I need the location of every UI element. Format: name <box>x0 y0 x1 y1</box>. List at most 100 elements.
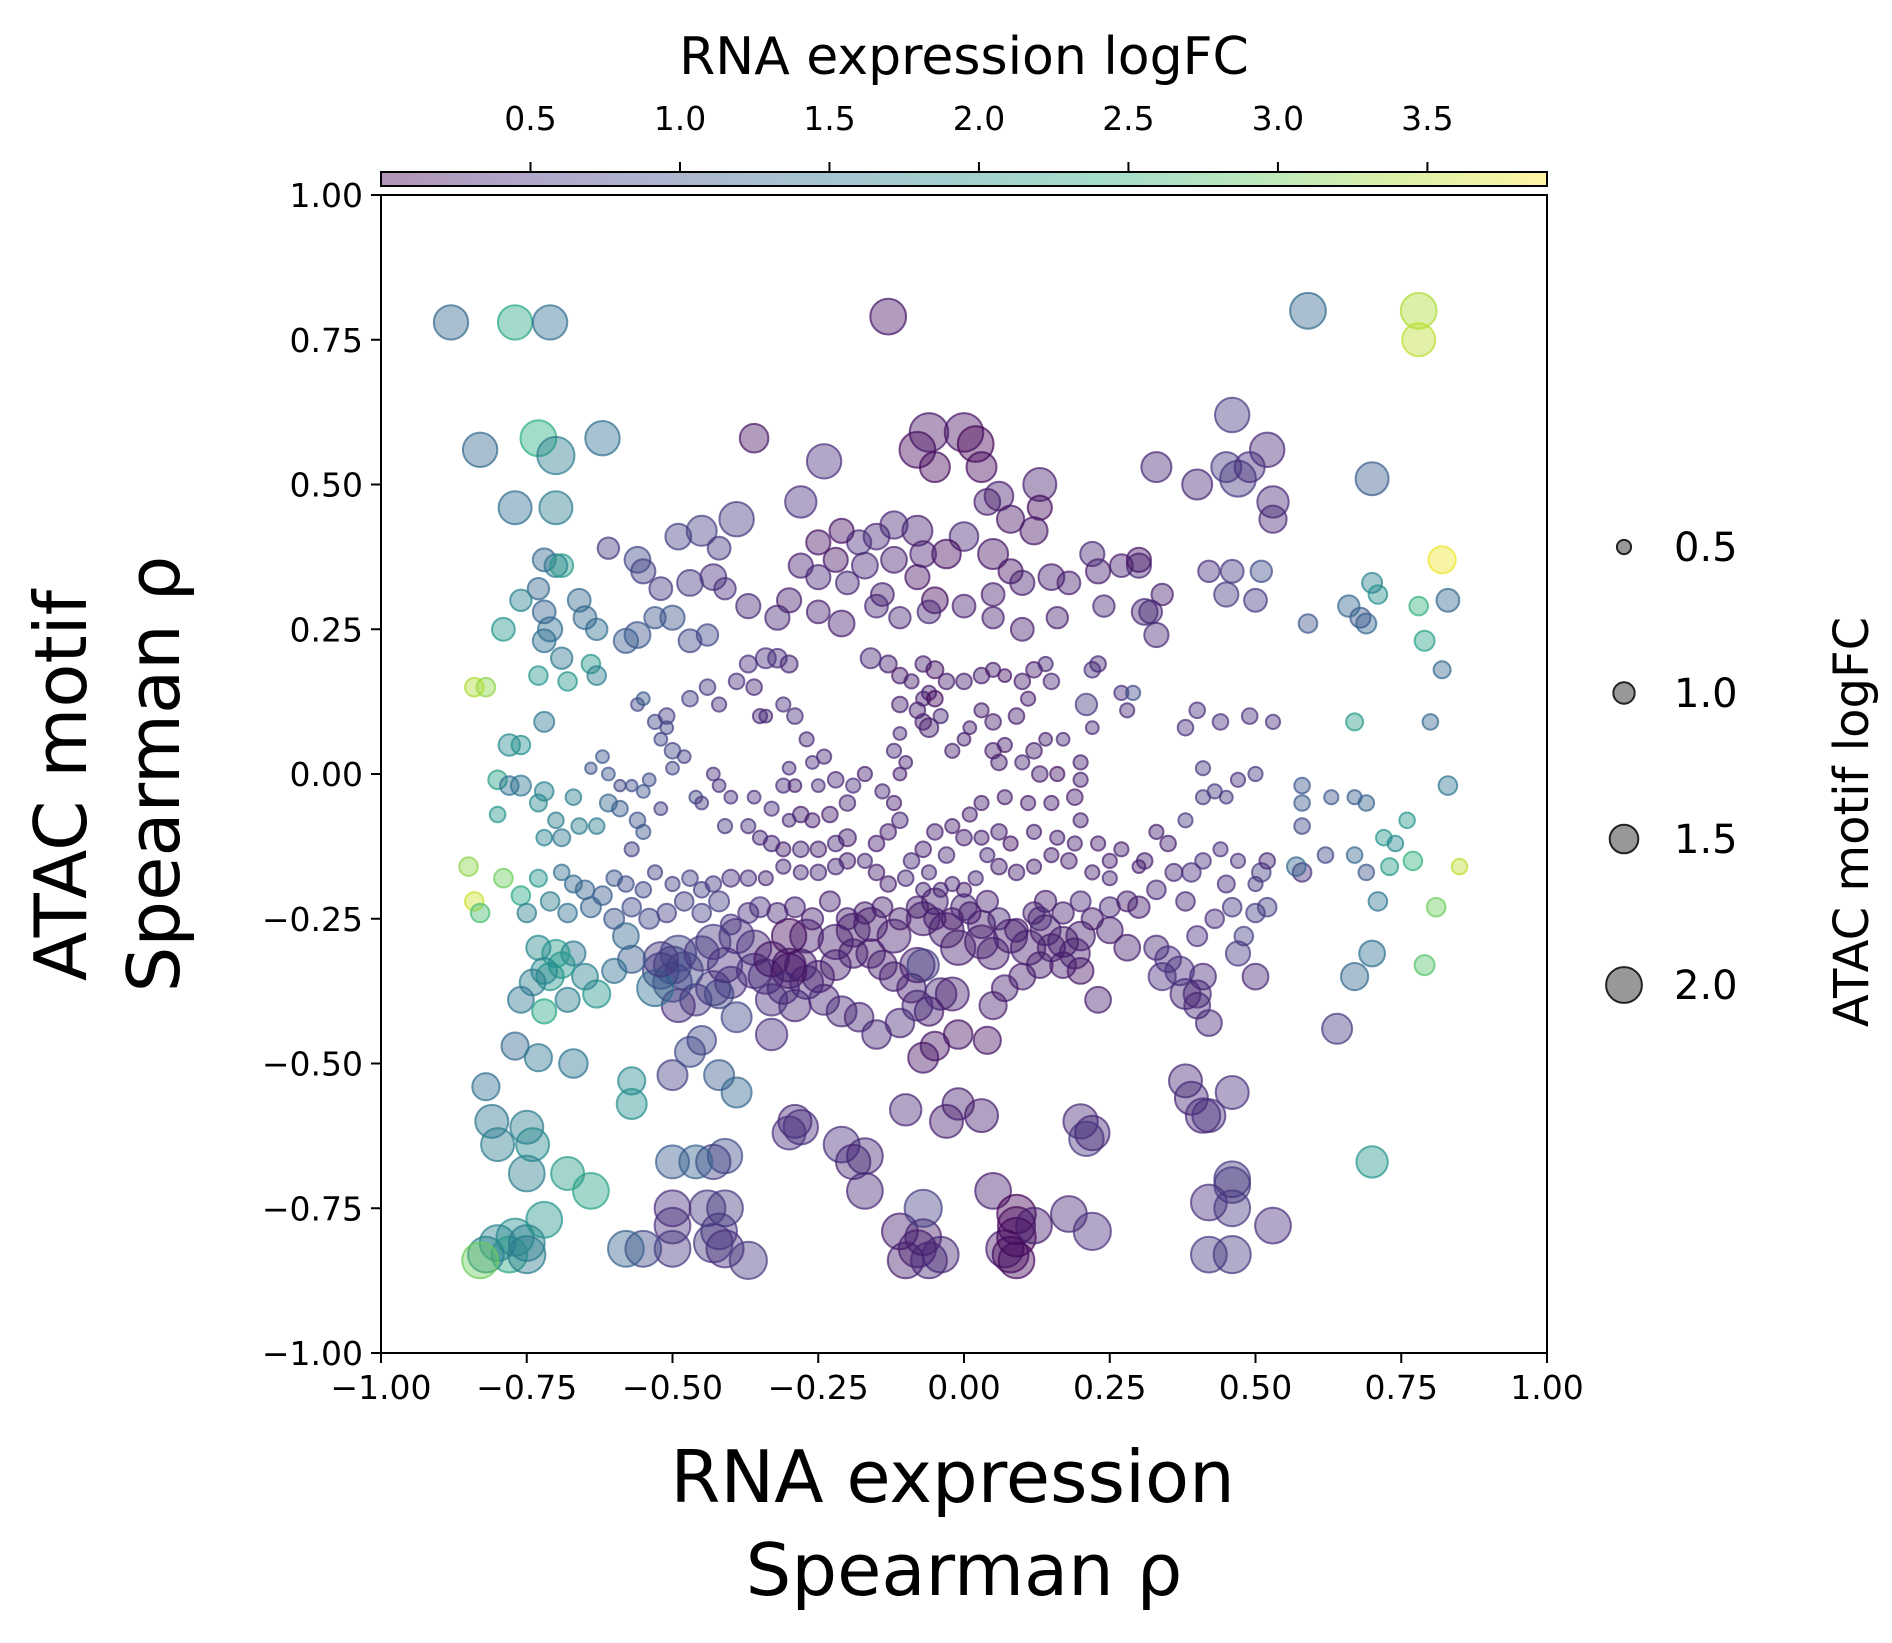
scatter-point <box>681 689 699 708</box>
scatter-point <box>617 1066 647 1096</box>
scatter-point <box>867 949 898 981</box>
scatter-point <box>851 551 879 580</box>
scatter-point <box>958 901 982 925</box>
scatter-point <box>636 969 674 1008</box>
scatter-point <box>1345 712 1365 732</box>
scatter-point <box>1286 856 1307 877</box>
scatter-point <box>550 646 574 670</box>
scatter-point <box>681 869 699 888</box>
scatter-point <box>932 708 949 725</box>
size-legend-label: 1.5 <box>1674 817 1738 863</box>
scatter-point <box>1147 962 1177 992</box>
scatter-point <box>735 593 762 620</box>
scatter-point <box>835 570 860 596</box>
scatter-point <box>1119 702 1136 719</box>
scatter-point <box>926 823 944 841</box>
scatter-point <box>1043 794 1060 812</box>
scatter-point <box>572 1172 610 1210</box>
scatter-point <box>706 1189 744 1228</box>
scatter-point <box>1101 870 1118 887</box>
scatter-point <box>918 451 951 484</box>
scatter-point <box>1233 451 1266 484</box>
scatter-point <box>1113 933 1142 962</box>
scatter-point <box>653 731 669 747</box>
scatter-point <box>543 553 569 578</box>
scatter-point <box>1065 920 1096 952</box>
scatter-point <box>1116 890 1139 913</box>
scatter-point <box>515 1127 551 1163</box>
scatter-point <box>1113 684 1130 702</box>
scatter-point <box>605 869 624 888</box>
scatter-point <box>487 769 508 791</box>
scatter-point <box>967 870 984 887</box>
scatter-point <box>1049 829 1066 846</box>
scatter-point <box>885 742 903 759</box>
scatter-point <box>822 546 849 573</box>
scatter-point <box>1138 599 1163 625</box>
scatter-point <box>1408 595 1429 617</box>
scatter-point <box>1177 812 1194 829</box>
scatter-point <box>1386 834 1405 853</box>
size-legend-title: ATAC motif logFC <box>1824 617 1880 1027</box>
scatter-point <box>1143 934 1170 961</box>
scatter-point <box>587 817 606 835</box>
scatter-point <box>1413 954 1436 977</box>
scatter-point <box>635 691 651 707</box>
scatter-point <box>1264 713 1282 731</box>
scatter-point <box>510 734 532 756</box>
x-axis-title: RNA expression Spearman ρ <box>670 1435 1257 1612</box>
scatter-point <box>1176 718 1195 737</box>
colorbar-tick-label: 1.5 <box>803 99 855 138</box>
scatter-point <box>903 673 920 690</box>
scatter-point <box>1182 979 1212 1009</box>
scatter-point <box>914 840 933 859</box>
scatter-point <box>879 875 898 893</box>
scatter-point <box>471 1072 501 1102</box>
scatter-point <box>1025 742 1043 760</box>
scatter-point <box>905 901 941 937</box>
scatter-point <box>634 881 653 899</box>
colorbar-tick-label: 0.5 <box>504 99 556 138</box>
scatter-point <box>899 946 936 984</box>
scatter-point <box>1066 788 1084 807</box>
scatter-point <box>891 695 909 714</box>
scatter-point <box>1188 701 1206 720</box>
scatter-point <box>767 647 788 669</box>
scatter-point <box>531 599 557 625</box>
scatter-point <box>1240 707 1259 725</box>
scatter-point <box>1045 606 1070 630</box>
scatter-point <box>1297 613 1319 634</box>
scatter-point <box>931 538 962 570</box>
scatter-point <box>480 1127 516 1163</box>
scatter-point <box>1413 629 1436 652</box>
scatter-point <box>906 948 940 982</box>
scatter-point <box>705 1229 745 1269</box>
scatter-point <box>1125 552 1153 579</box>
scatter-point <box>1020 794 1037 812</box>
scatter-point <box>919 1030 951 1062</box>
scatter-point <box>985 661 1002 678</box>
y-tick-label: −1.00 <box>262 1334 363 1373</box>
scatter-point <box>810 778 826 793</box>
scatter-point <box>566 587 592 613</box>
scatter-point <box>956 731 972 747</box>
colorbar-frame <box>380 171 1548 187</box>
scatter-point <box>1361 571 1384 594</box>
scatter-point <box>1354 461 1390 497</box>
scatter-point <box>698 678 717 697</box>
scatter-point <box>1068 1120 1105 1158</box>
scatter-point <box>745 678 763 697</box>
scatter-point <box>656 1059 689 1092</box>
scatter-point <box>903 1188 943 1228</box>
scatter-point <box>973 702 990 719</box>
scatter-point <box>1425 896 1447 918</box>
scatter-point <box>641 772 657 788</box>
scatter-point <box>691 902 713 924</box>
scatter-point <box>853 907 889 942</box>
scatter-point <box>1214 1075 1250 1110</box>
scatter-point <box>1049 951 1077 979</box>
scatter-point <box>972 1025 1002 1055</box>
colorbar: 0.5 1.0 1.5 2.0 2.5 3.0 3.5 RNA expression log… <box>380 27 1548 187</box>
scatter-point <box>879 823 898 841</box>
y-tick-label: 0.00 <box>290 755 363 794</box>
